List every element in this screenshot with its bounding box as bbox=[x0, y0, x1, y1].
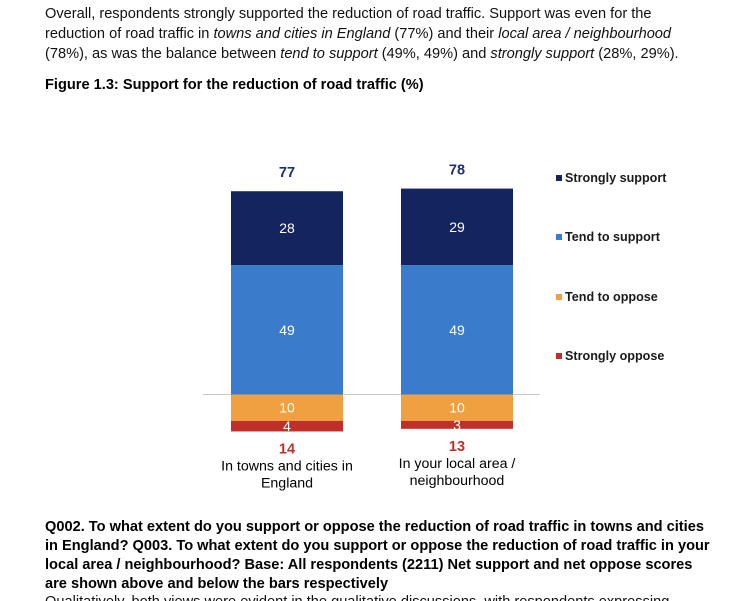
legend-label: Strongly support bbox=[565, 171, 667, 185]
net-support-label: 77 bbox=[279, 165, 295, 181]
legend-swatch bbox=[556, 175, 562, 181]
legend-label: Tend to oppose bbox=[565, 290, 658, 304]
bar-segment-strongly-oppose bbox=[231, 420, 343, 432]
figure-title: Figure 1.3: Support for the reduction of… bbox=[45, 77, 424, 93]
question-note: Q002. To what extent do you support or o… bbox=[45, 519, 710, 592]
net-oppose-label: 13 bbox=[449, 439, 465, 455]
data-label-tend-to-support: 49 bbox=[279, 322, 295, 338]
legend-swatch bbox=[556, 234, 562, 240]
data-label-tend-to-oppose: 10 bbox=[449, 400, 465, 416]
bar-segment-tend-to-oppose bbox=[231, 394, 343, 421]
data-label-strongly-oppose: 4 bbox=[283, 418, 291, 434]
intro-paragraph: Overall, respondents strongly supported … bbox=[45, 6, 679, 62]
data-label-strongly-oppose: 3 bbox=[453, 417, 461, 433]
bar-segment-tend-to-oppose bbox=[401, 394, 513, 421]
category-label: neighbourhood bbox=[410, 473, 505, 489]
bar-segment-tend-to-support bbox=[401, 265, 513, 395]
cutoff-text: Qualitatively, both views were evident i… bbox=[45, 593, 717, 601]
category-label: In your local area / bbox=[399, 456, 516, 472]
legend-swatch bbox=[556, 353, 562, 359]
bar-segment-strongly-support bbox=[401, 188, 513, 266]
legend-label: Strongly oppose bbox=[565, 349, 664, 363]
bar-segment-strongly-support bbox=[231, 191, 343, 266]
bar-segment-tend-to-support bbox=[231, 265, 343, 395]
data-label-tend-to-support: 49 bbox=[449, 322, 465, 338]
bar-segment-strongly-oppose bbox=[401, 420, 513, 429]
legend-swatch bbox=[556, 294, 562, 300]
category-label: In towns and cities in bbox=[221, 458, 353, 474]
net-support-label: 78 bbox=[449, 163, 465, 179]
legend-label: Tend to support bbox=[565, 230, 661, 244]
data-label-strongly-support: 28 bbox=[279, 220, 295, 236]
net-oppose-label: 14 bbox=[279, 441, 295, 457]
data-label-tend-to-oppose: 10 bbox=[279, 400, 295, 416]
data-label-strongly-support: 29 bbox=[449, 219, 465, 235]
category-label: England bbox=[261, 475, 313, 491]
